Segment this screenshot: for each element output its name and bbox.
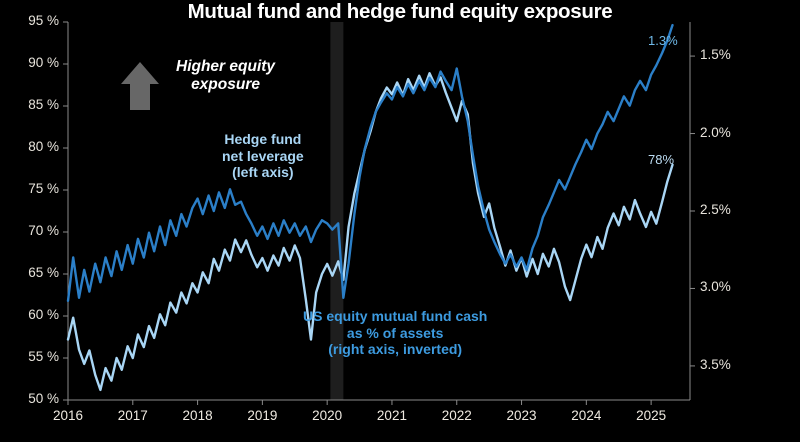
left-axis-tick-label: 90 % [28,55,59,70]
x-axis-tick-label: 2016 [52,408,84,423]
hedge-label-line3: (left axis) [232,164,294,181]
annotation-hedge-fund-net-leverage: Hedge fund net leverage (left axis) [222,131,304,181]
cash-label-line2: as % of assets [346,324,444,341]
x-axis-tick-label: 2017 [117,408,148,423]
data-series-lines [66,23,674,392]
x-axis-tick-label: 2021 [376,408,407,423]
axis-tick-marks [63,21,695,405]
right-axis-tick-label: 1.5% [700,47,731,63]
right-axis-tick-label: 2.0% [700,124,731,140]
right-axis-tick-label: 3.5% [700,356,731,372]
x-axis-tick-label: 2023 [506,408,537,423]
right-axis-tick-label: 2.5% [700,202,731,217]
left-axis-tick-label: 95 % [28,13,59,28]
series-line-mutual-fund-cash [66,23,674,303]
x-axis-tick-label: 2019 [247,408,278,423]
higher-equity-line2: exposure [191,75,260,93]
cash-label-line3: (right axis, inverted) [328,341,463,358]
higher-equity-line1: Higher equity [176,58,276,75]
endpoint-label-cash: 1.3% [648,33,678,48]
annotation-higher-equity-exposure: Higher equity exposure [176,58,275,94]
left-axis-tick-label: 75 % [28,181,59,196]
left-axis-tick-label: 80 % [28,139,59,154]
annotation-us-equity-mutual-fund-cash: US equity mutual fund cash as % of asset… [303,308,487,358]
arrow-up-icon-shape [121,62,159,110]
left-axis-tick-label: 55 % [28,349,59,364]
arrow-up-icon [121,62,159,110]
left-axis-tick-label: 60 % [28,307,59,322]
left-axis-tick-label: 85 % [28,97,59,112]
x-axis-tick-label: 2020 [312,408,343,423]
x-axis-tick-label: 2024 [571,408,602,423]
endpoint-label-hedge: 78% [648,152,675,167]
x-axis-tick-label: 2018 [182,408,213,423]
right-axis-tick-label: 3.0% [700,279,731,295]
left-axis-tick-label: 50 % [28,391,59,406]
covid-band-rect [330,22,344,400]
x-axis-tick-label: 2022 [441,408,472,423]
chart-title: Mutual fund and hedge fund equity exposu… [187,0,613,23]
left-axis-tick-label: 65 % [28,265,59,280]
cash-label-line1: US equity mutual fund cash [303,308,488,324]
covid-shaded-band [330,22,344,400]
hedge-label-line2: net leverage [222,147,304,164]
hedge-label-line1: Hedge fund [224,131,302,147]
x-axis-tick-label: 2025 [636,408,667,423]
left-axis-tick-label: 70 % [28,223,59,238]
